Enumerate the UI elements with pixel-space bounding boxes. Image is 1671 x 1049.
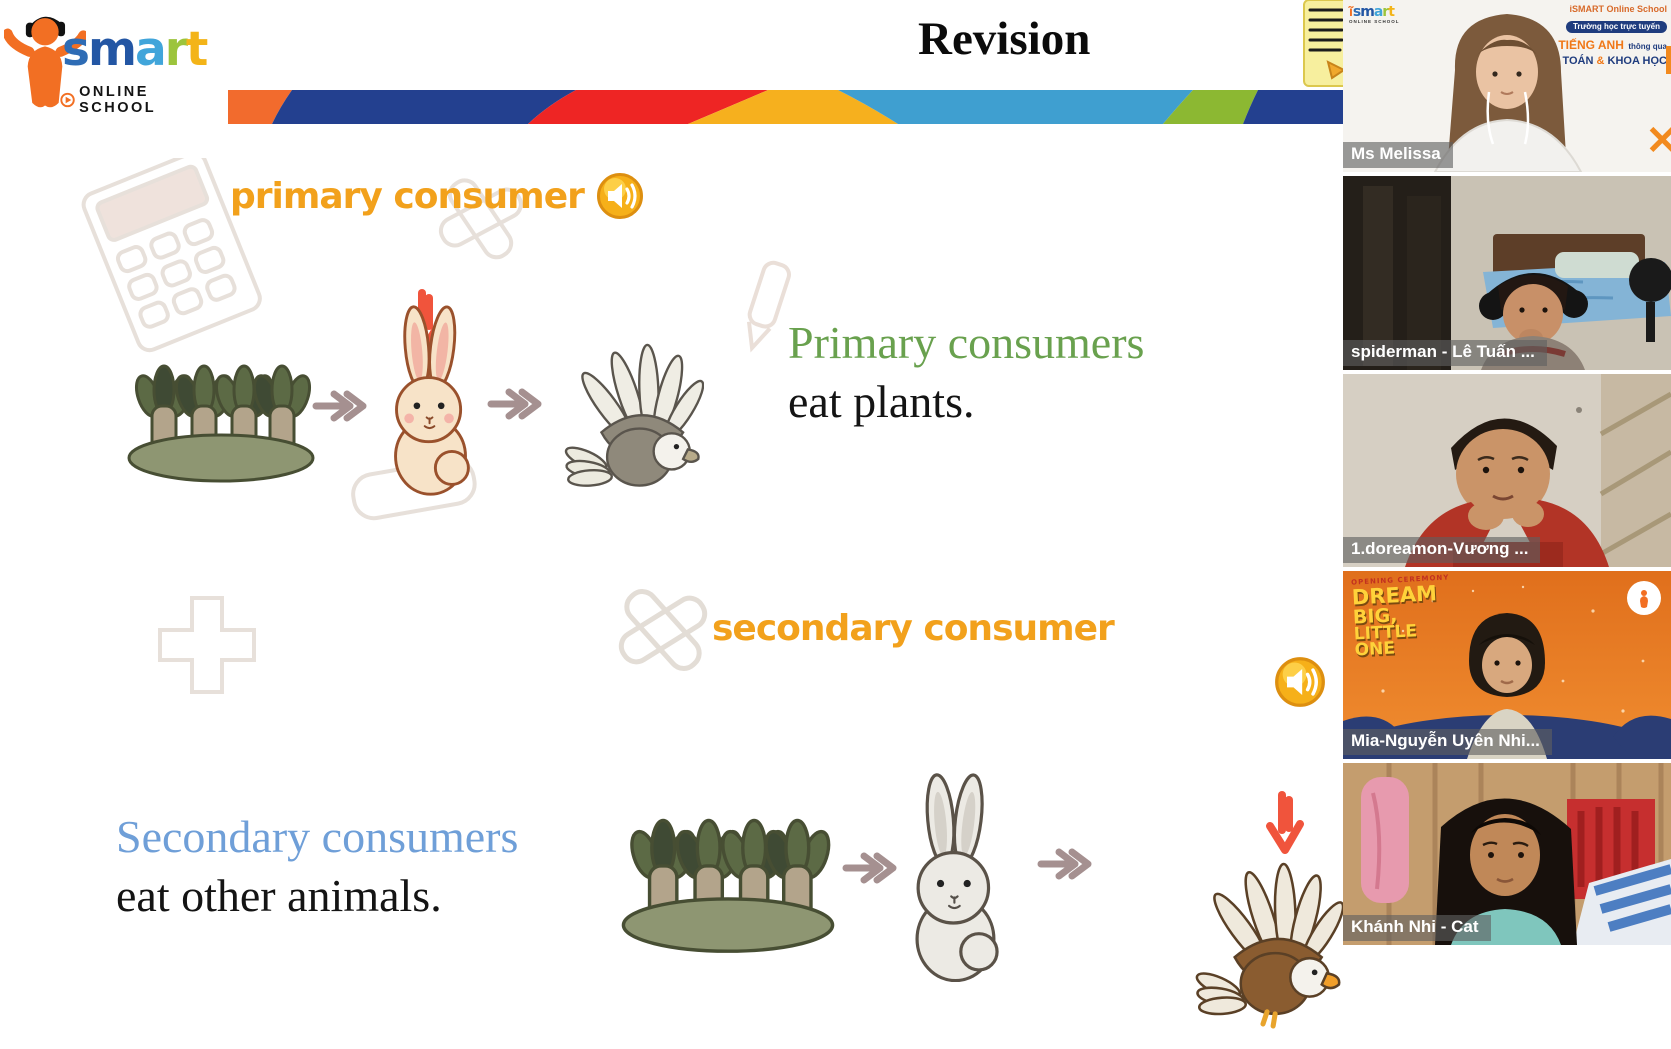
primary-caption: Primary consumers eat plants. bbox=[788, 314, 1144, 432]
student-video bbox=[1343, 176, 1671, 370]
notepad-icon bbox=[1303, 0, 1348, 87]
primary-heading-text: primary consumer bbox=[230, 175, 585, 217]
rabbit-illustration bbox=[394, 305, 470, 496]
secondary-caption: Secondary consumers eat other animals. bbox=[116, 808, 518, 926]
dream-big-overlay: OPENING CEREMONY DREAM BIG, LITTLE ONE bbox=[1350, 573, 1450, 661]
video-tile-student[interactable]: spiderman - Lê Tuấn ... bbox=[1343, 176, 1671, 370]
chain-arrow-icon bbox=[312, 390, 367, 422]
logo-letter: t bbox=[185, 22, 209, 77]
orange-tab-decoration bbox=[1666, 46, 1671, 74]
secondary-consumer-heading: secondary consumer bbox=[712, 608, 1115, 649]
red-down-arrow-icon bbox=[1266, 791, 1304, 854]
eagle-brown-illustration bbox=[1195, 862, 1344, 1029]
ismart-mini-logo: ĩsmart ONLINE SCHOOL bbox=[1349, 3, 1400, 24]
pencil-doodle bbox=[746, 260, 791, 353]
video-tile-student[interactable]: Khánh Nhi - Cat bbox=[1343, 763, 1671, 945]
logo-letter: a bbox=[134, 22, 167, 77]
audio-icon[interactable] bbox=[596, 172, 644, 220]
video-tile-student[interactable]: 1.doreamon-Vương ... bbox=[1343, 374, 1671, 567]
background-doodles bbox=[81, 158, 523, 694]
student-video bbox=[1343, 763, 1671, 945]
logo-letter: s bbox=[62, 22, 90, 77]
rabbit-white-illustration bbox=[915, 773, 999, 982]
video-tile-teacher[interactable]: ĩsmart ONLINE SCHOOL iSMART Online Schoo… bbox=[1343, 0, 1671, 172]
secondary-heading-text: secondary consumer bbox=[712, 608, 1115, 649]
audio-icon[interactable] bbox=[1274, 656, 1326, 708]
orange-x-decoration: ✕ bbox=[1645, 119, 1671, 163]
eagle-gray-illustration bbox=[564, 343, 704, 487]
primary-consumer-heading: primary consumer bbox=[230, 172, 644, 220]
teacher-branding: iSMART Online School Trường học trực tuy… bbox=[1558, 4, 1667, 68]
secondary-caption-line1: Secondary consumers bbox=[116, 811, 519, 862]
primary-caption-line2: eat plants. bbox=[788, 375, 975, 427]
ismart-badge-icon bbox=[1627, 581, 1661, 615]
participant-name: Khánh Nhi - Cat bbox=[1343, 915, 1491, 941]
slide-title: Revision bbox=[918, 13, 1091, 65]
ismart-logo: smart ONLINE SCHOOL bbox=[4, 4, 224, 116]
primary-caption-line1: Primary consumers bbox=[788, 317, 1145, 368]
logo-letter: r bbox=[164, 22, 188, 77]
banner-stripe bbox=[228, 90, 1343, 124]
participant-name: Ms Melissa bbox=[1343, 142, 1453, 168]
chain-arrow-icon bbox=[842, 852, 897, 884]
x-doodle bbox=[618, 589, 708, 671]
plants-illustration bbox=[621, 818, 835, 953]
secondary-caption-line2: eat other animals. bbox=[116, 869, 442, 921]
participant-name: spiderman - Lê Tuấn ... bbox=[1343, 340, 1547, 366]
video-tile-student[interactable]: OPENING CEREMONY DREAM BIG, LITTLE ONE M… bbox=[1343, 571, 1671, 759]
participants-sidebar: ĩsmart ONLINE SCHOOL iSMART Online Schoo… bbox=[1343, 0, 1671, 1049]
logo-subtitle: ONLINE SCHOOL bbox=[60, 84, 224, 116]
logo-letter: m bbox=[87, 22, 137, 77]
participant-name: 1.doreamon-Vương ... bbox=[1343, 537, 1541, 563]
participant-name: Mia-Nguyễn Uyên Nhi... bbox=[1343, 729, 1552, 755]
plants-illustration bbox=[127, 364, 315, 483]
chain-arrow-icon bbox=[487, 388, 542, 420]
play-icon bbox=[60, 92, 75, 108]
logo-person-icon bbox=[4, 16, 86, 108]
chain-arrow-icon bbox=[1037, 848, 1092, 880]
logo-wordmark: smart bbox=[62, 22, 209, 77]
